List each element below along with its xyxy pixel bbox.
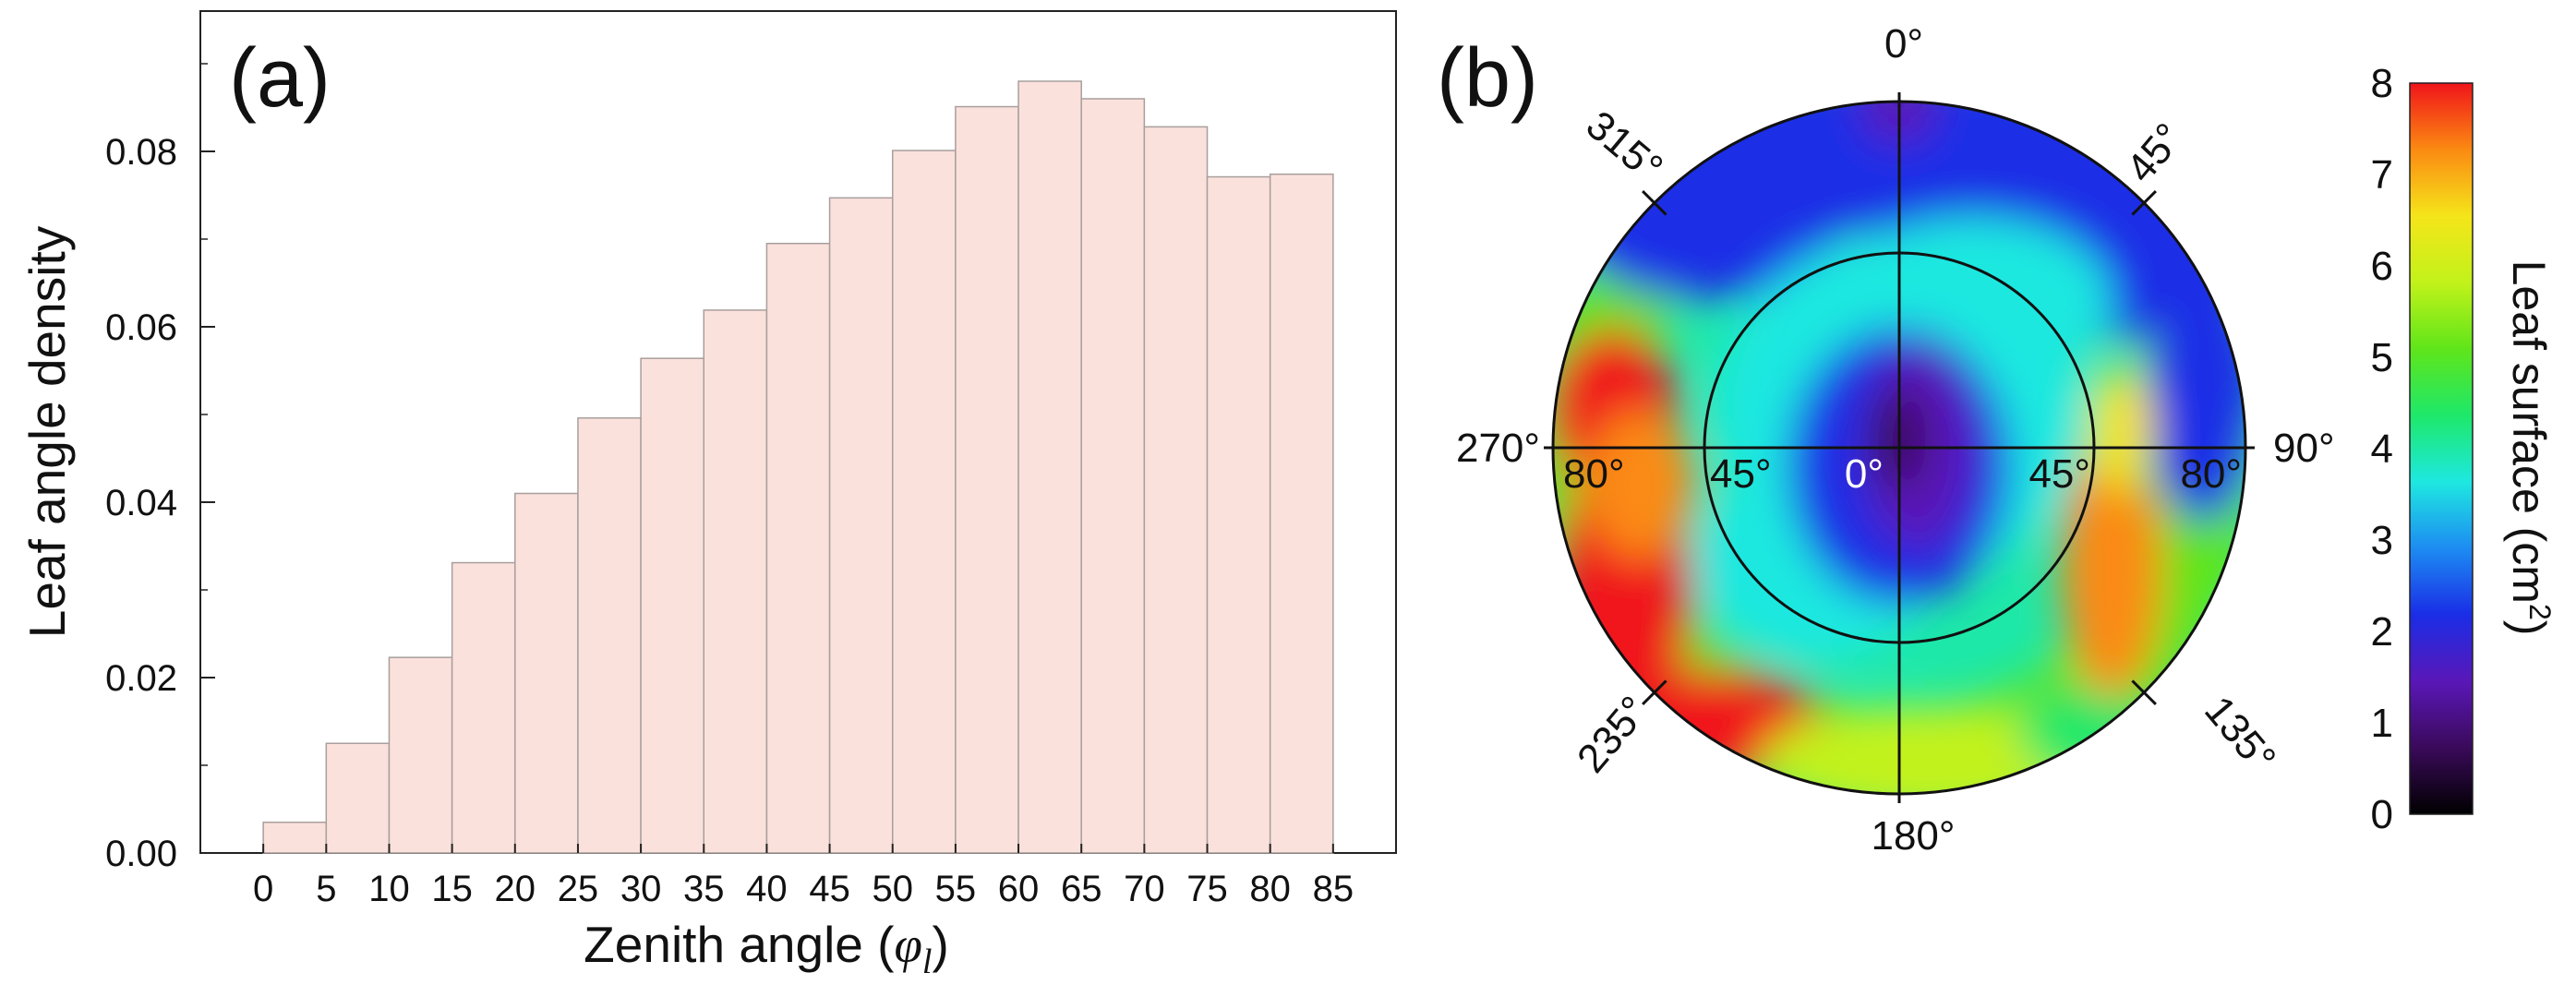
- histogram-bar: [577, 417, 642, 854]
- histogram-bar: [640, 357, 705, 854]
- x-tick-label: 40: [746, 869, 788, 909]
- y-tick-label: 0.08: [105, 132, 177, 173]
- colorbar-title: Leaf surface (cm2): [2503, 260, 2557, 636]
- polar-diagonal-tick: [1642, 190, 1667, 216]
- x-tick-label: 15: [431, 869, 473, 909]
- histogram-bar: [1080, 98, 1146, 854]
- x-axis-title: Zenith angle (φl): [584, 916, 949, 981]
- polar-diagonal-tick: [2131, 679, 2157, 705]
- histogram-bar: [955, 105, 1019, 854]
- x-tick-label: 80: [1249, 869, 1291, 909]
- histogram-bar: [325, 742, 391, 854]
- polar-panel: (b) 0° 45° 90° 135° 180° 235° 270° 315° …: [1437, 21, 2335, 859]
- azimuth-label-90: 90°: [2273, 426, 2335, 471]
- histogram-bar: [1143, 126, 1209, 854]
- colorbar-tick-label: 5: [2371, 335, 2393, 380]
- y-tick-label: 0.04: [105, 483, 177, 523]
- x-tick-label: 45: [809, 869, 850, 909]
- histogram-bar: [828, 197, 894, 854]
- histogram-bar: [1206, 175, 1271, 854]
- histogram-bar: [703, 309, 768, 854]
- x-tick-label: 65: [1061, 869, 1102, 909]
- y-tick-label: 0.02: [105, 658, 177, 699]
- radial-label-45-left: 45°: [1710, 451, 1772, 497]
- radial-label-80-right: 80°: [2180, 451, 2242, 497]
- histogram-bar: [451, 561, 516, 854]
- colorbar: 0 1 2 3 4 5 6 7 8 Leaf surface (cm2): [2371, 61, 2557, 837]
- colorbar-tick-label: 1: [2371, 701, 2393, 746]
- colorbar-tick-label: 6: [2371, 244, 2393, 289]
- x-tick-label: 75: [1186, 869, 1228, 909]
- heatmap-region: [2088, 365, 2153, 494]
- azimuth-label-315: 315°: [1578, 102, 1671, 191]
- panel-label-b: (b): [1437, 32, 1538, 125]
- y-tick-label: 0.00: [105, 834, 177, 874]
- x-tick-label: 55: [935, 869, 977, 909]
- x-tick-label: 20: [495, 869, 536, 909]
- x-tick-label: 70: [1124, 869, 1165, 909]
- polar-diagonal-ticks: [1642, 190, 2157, 705]
- histogram-bar: [262, 822, 328, 854]
- x-tick-label: 50: [872, 869, 913, 909]
- colorbar-tick-label: 2: [2371, 609, 2393, 655]
- histogram-bar: [765, 243, 831, 854]
- azimuth-label-270: 270°: [1456, 426, 1540, 471]
- x-tick-label: 85: [1313, 869, 1354, 909]
- x-tick-label: 5: [316, 869, 336, 909]
- polar-diagonal-tick: [1642, 679, 1667, 705]
- x-tick-label: 35: [683, 869, 725, 909]
- histogram-bar: [514, 492, 579, 854]
- colorbar-tick-label: 4: [2371, 426, 2393, 472]
- azimuth-label-0: 0°: [1884, 21, 1923, 66]
- y-axis-title: Leaf angle density: [18, 225, 76, 638]
- colorbar-ticks: 0 1 2 3 4 5 6 7 8: [2371, 61, 2393, 837]
- x-axis-ticks: 0 5 10 15 20 25 30 35 40 45 50 55 60 65 70 75 80 85: [253, 844, 1354, 909]
- histogram-bar: [891, 150, 957, 854]
- y-axis-ticks: 0.00 0.02 0.04 0.06 0.08: [105, 63, 215, 874]
- colorbar-tick-label: 8: [2371, 61, 2393, 106]
- azimuth-label-135: 135°: [2196, 688, 2284, 781]
- colorbar-tick-label: 0: [2371, 792, 2393, 837]
- histogram-bar: [1017, 80, 1082, 854]
- x-tick-label: 60: [998, 869, 1040, 909]
- colorbar-tick-label: 3: [2371, 518, 2393, 563]
- radial-label-center: 0°: [1845, 451, 1884, 497]
- bars-group: [262, 80, 1334, 854]
- histogram-bar: [388, 656, 453, 854]
- azimuth-label-45: 45°: [2118, 114, 2192, 190]
- x-tick-label: 30: [620, 869, 662, 909]
- x-tick-label: 25: [558, 869, 599, 909]
- x-tick-label: 10: [368, 869, 410, 909]
- colorbar-gradient: [2409, 82, 2474, 815]
- radial-label-45-right: 45°: [2028, 451, 2090, 497]
- histogram-panel: (a) 0 5 10 15 20 25 30 35 40 45 50 55 60 65 70 75 80 85 0…: [18, 10, 1397, 981]
- panel-label-a: (a): [229, 32, 331, 125]
- histogram-bar: [1269, 173, 1334, 854]
- x-tick-label: 0: [253, 869, 273, 909]
- y-tick-label: 0.06: [105, 307, 177, 348]
- radial-label-80-left: 80°: [1563, 451, 1625, 497]
- colorbar-tick-label: 7: [2371, 152, 2393, 198]
- azimuth-label-180: 180°: [1871, 813, 1955, 859]
- polar-diagonal-tick: [2131, 190, 2157, 216]
